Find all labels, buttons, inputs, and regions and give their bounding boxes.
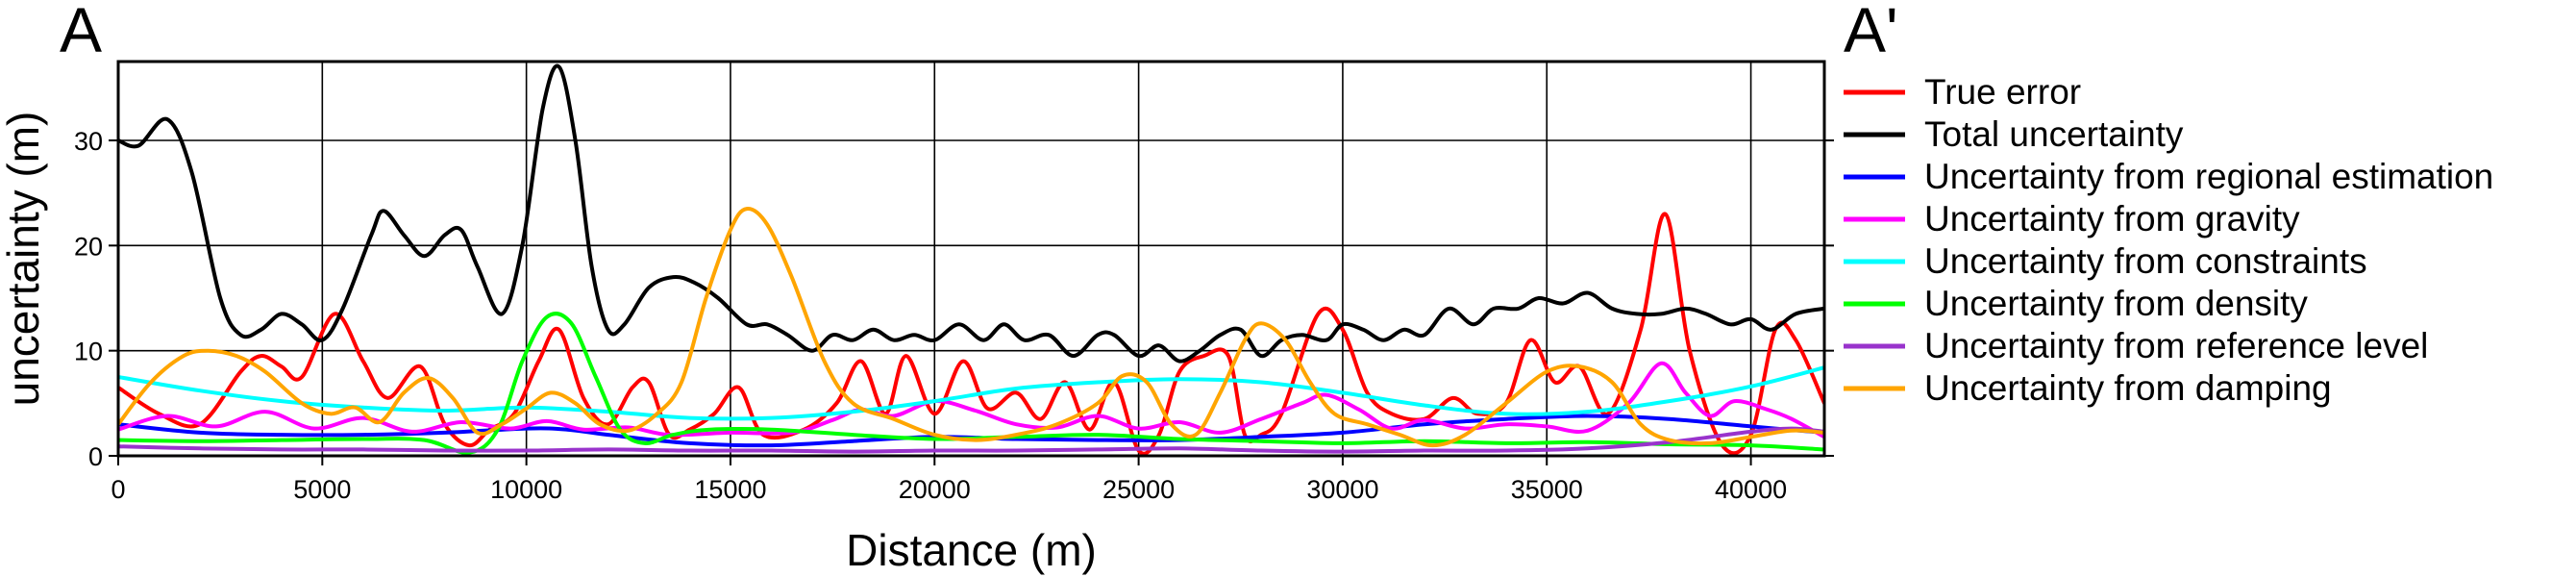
y-axis-title: uncertainty (m) (0, 112, 48, 407)
legend-label-total-uncertainty: Total uncertainty (1924, 114, 2184, 154)
profile-end-label: A' (1844, 0, 1898, 65)
y-tick-label: 20 (74, 232, 103, 261)
x-tick-label: 0 (111, 475, 125, 504)
x-tick-label: 20000 (899, 475, 971, 504)
series-line-uncertainty-from-damping (118, 207, 1824, 448)
legend-label-uncertainty-from-damping: Uncertainty from damping (1924, 368, 2332, 408)
x-tick-label: 40000 (1715, 475, 1787, 504)
series-line-uncertainty-from-constraints (118, 365, 1824, 421)
legend-label-uncertainty-from-constraints: Uncertainty from constraints (1924, 241, 2367, 281)
legend-label-uncertainty-from-reference-level: Uncertainty from reference level (1924, 326, 2428, 365)
legend-label-uncertainty-from-density: Uncertainty from density (1924, 284, 2308, 323)
legend-label-uncertainty-from-regional-estimation: Uncertainty from regional estimation (1924, 157, 2493, 196)
x-tick-label: 35000 (1511, 475, 1583, 504)
y-tick-label: 0 (88, 442, 103, 471)
legend-label-true-error: True error (1924, 72, 2081, 112)
plot-frame (116, 60, 1826, 458)
profile-start-label: A (60, 0, 102, 65)
x-axis-title: Distance (m) (846, 525, 1097, 575)
series-line-total-uncertainty (118, 63, 1824, 364)
x-tick-label: 25000 (1102, 475, 1175, 504)
axis-ticks: 0 5000 10000 15000 20000 25000 30000 35000 40000… (74, 127, 1834, 504)
x-tick-label: 10000 (490, 475, 562, 504)
x-tick-label: 5000 (293, 475, 351, 504)
series-lines (118, 63, 1824, 456)
y-tick-label: 10 (74, 338, 103, 366)
x-tick-label: 15000 (694, 475, 766, 504)
legend-label-uncertainty-from-gravity: Uncertainty from gravity (1924, 199, 2300, 238)
x-tick-label: 30000 (1306, 475, 1378, 504)
y-tick-label: 30 (74, 127, 103, 156)
series-line-uncertainty-from-reference-level (118, 426, 1824, 454)
